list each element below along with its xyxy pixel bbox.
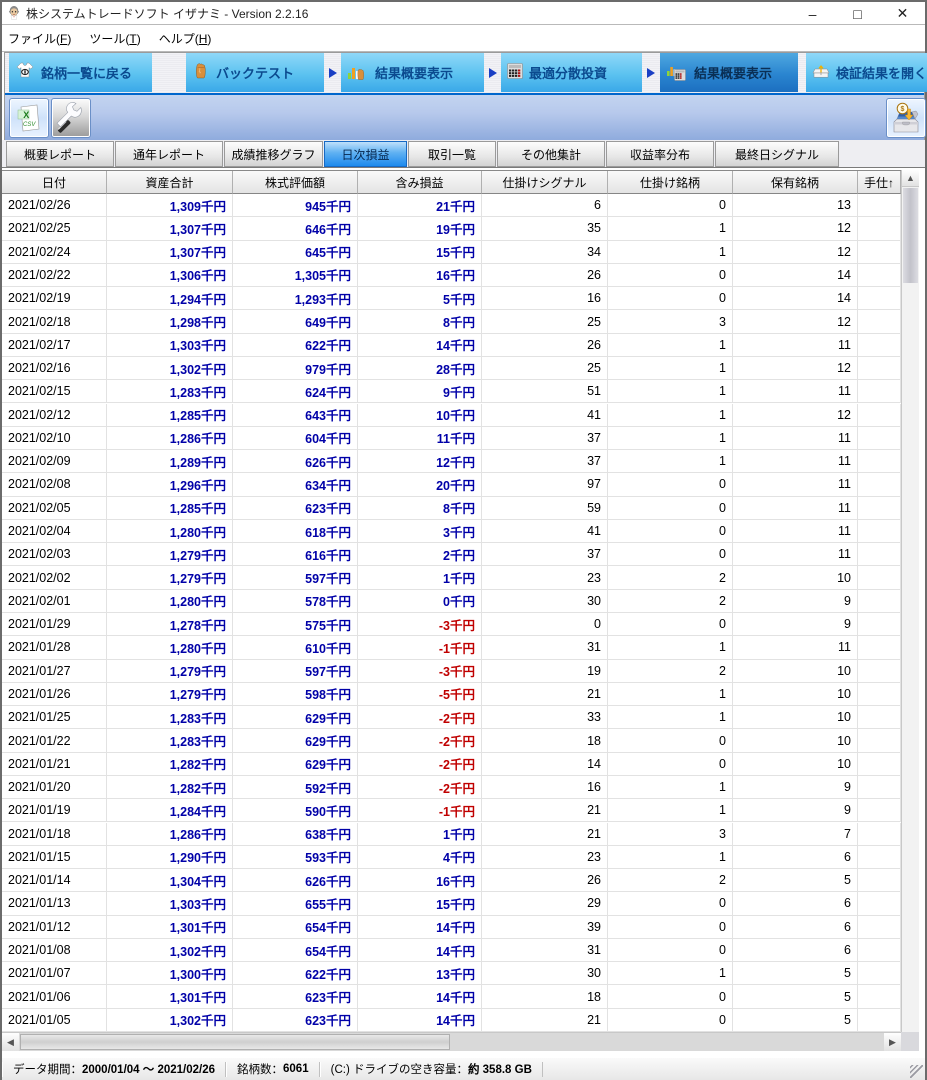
svg-text:X: X (23, 110, 29, 120)
svg-text:$: $ (901, 106, 905, 113)
svg-text:CSV: CSV (23, 122, 36, 128)
